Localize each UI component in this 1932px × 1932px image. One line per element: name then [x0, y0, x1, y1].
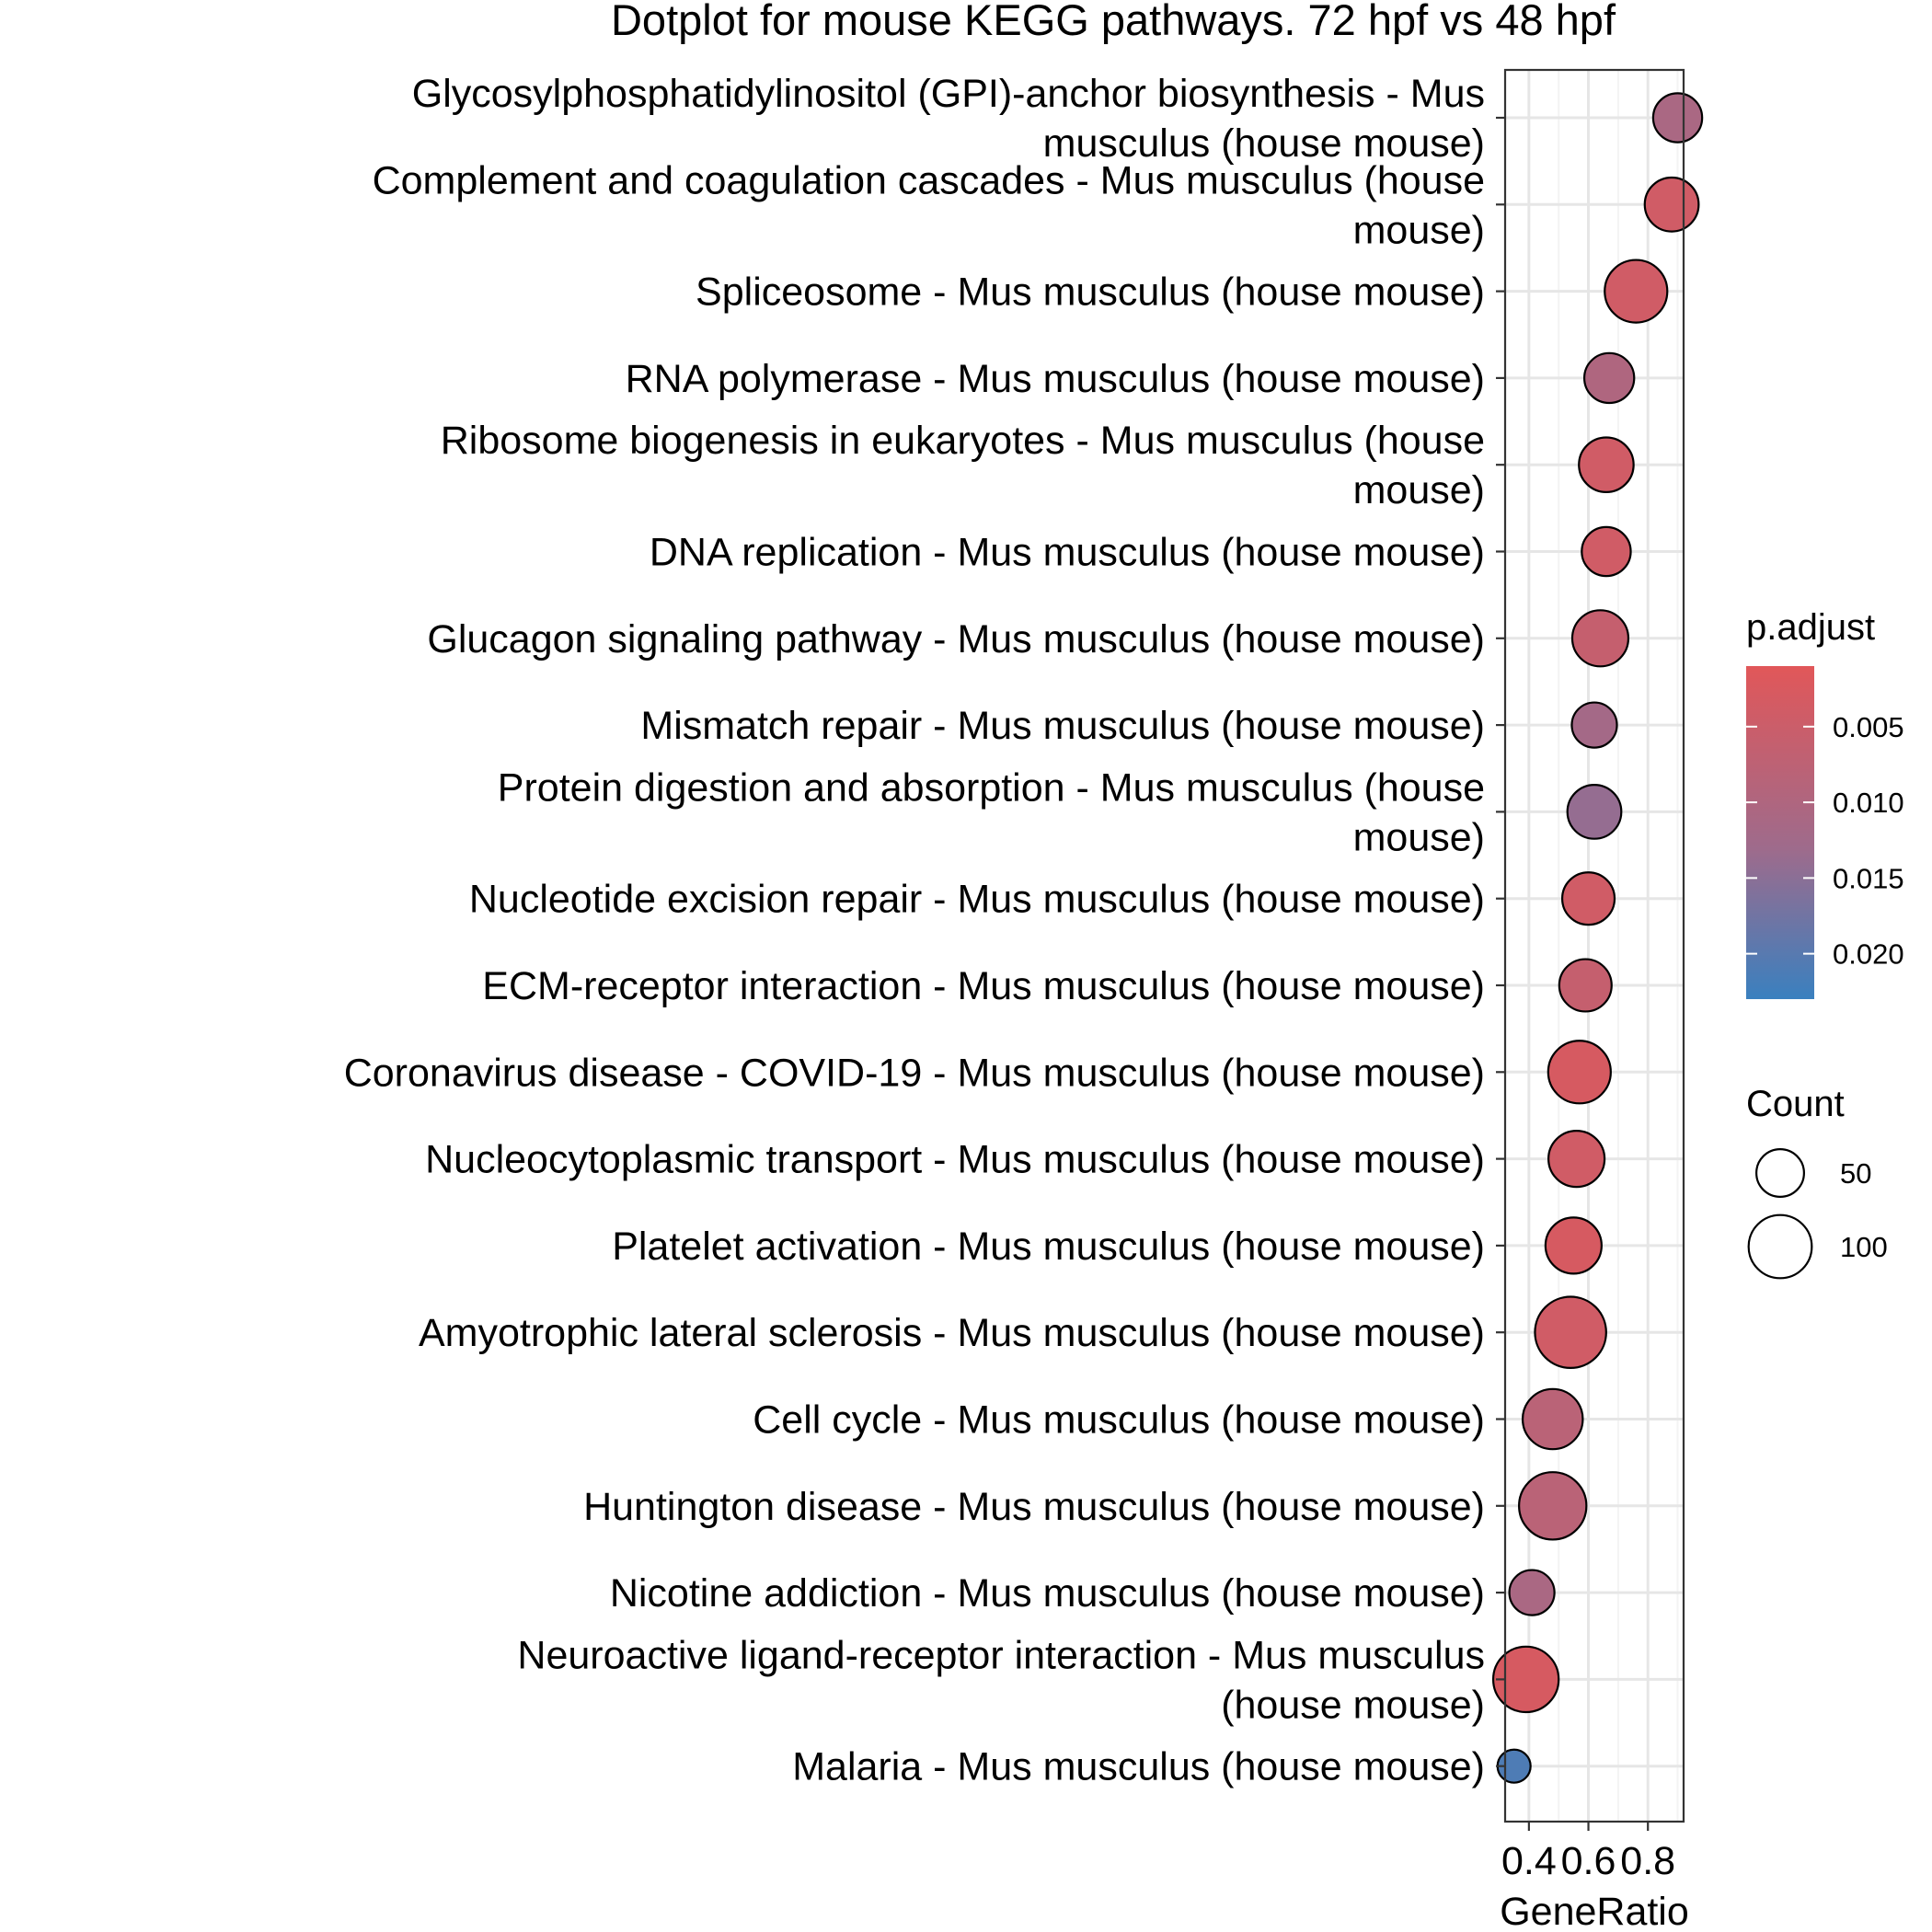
size-legend: Count 50 100	[1746, 1084, 1888, 1280]
y-tick-label: Huntington disease - Mus musculus (house…	[583, 1485, 1485, 1529]
y-tick-label: Complement and coagulation cascades - Mu…	[373, 158, 1485, 202]
x-tick-label: 0.8	[1620, 1839, 1675, 1883]
y-tick-label: Coronavirus disease - COVID-19 - Mus mus…	[344, 1051, 1485, 1095]
y-tick-label: Protein digestion and absorption - Mus m…	[498, 765, 1485, 810]
y-tick-label: mouse)	[1353, 208, 1485, 252]
x-axis-title: GeneRatio	[1500, 1890, 1689, 1932]
y-tick-label: Ribosome biogenesis in eukaryotes - Mus …	[441, 419, 1485, 463]
data-point	[1558, 958, 1613, 1013]
chart-title: Dotplot for mouse KEGG pathways. 72 hpf …	[611, 0, 1616, 44]
y-tick-label: Nucleotide excision repair - Mus musculu…	[469, 878, 1485, 922]
y-tick-label: ECM-receptor interaction - Mus musculus …	[482, 964, 1485, 1008]
data-point	[1643, 176, 1700, 233]
panel-border	[1503, 68, 1685, 1823]
y-tick-label: Glycosylphosphatidylinositol (GPI)-ancho…	[412, 72, 1485, 116]
size-legend-circle	[1755, 1148, 1805, 1198]
y-tick-label: Cell cycle - Mus musculus (house mouse)	[753, 1398, 1485, 1443]
color-legend-ticks: 0.005 0.010 0.015 0.020	[1746, 711, 1904, 971]
data-point	[1578, 436, 1635, 494]
data-point	[1534, 1295, 1607, 1369]
data-point	[1547, 1130, 1606, 1189]
y-tick-label: Amyotrophic lateral sclerosis - Mus musc…	[419, 1311, 1485, 1355]
data-point	[1566, 783, 1623, 840]
data-point	[1651, 92, 1704, 144]
y-tick-label: Spliceosome - Mus musculus (house mouse)	[696, 270, 1485, 315]
y-tick-label: Nucleocytoplasmic transport - Mus muscul…	[425, 1138, 1485, 1182]
y-tick-label: RNA polymerase - Mus musculus (house mou…	[626, 357, 1485, 401]
y-tick-label: Glucagon signaling pathway - Mus musculu…	[427, 617, 1485, 661]
size-legend-label: 50	[1840, 1157, 1871, 1190]
data-points	[1491, 92, 1704, 1784]
y-tick-label: DNA replication - Mus musculus (house mo…	[650, 531, 1485, 575]
color-legend: p.adjust 0.005 0.010 0.015 0.020	[1746, 607, 1904, 999]
y-tick-label: musculus (house mouse)	[1043, 121, 1485, 166]
x-tick-label: 0.6	[1561, 1839, 1616, 1883]
data-point	[1518, 1471, 1588, 1541]
y-tick-label: Neuroactive ligand-receptor interaction …	[517, 1633, 1485, 1677]
data-point	[1604, 259, 1669, 324]
color-bar	[1746, 666, 1814, 999]
data-point	[1570, 609, 1630, 668]
data-point	[1521, 1387, 1584, 1451]
y-tick-label: mouse)	[1353, 815, 1485, 859]
size-legend-circle	[1747, 1213, 1813, 1280]
size-legend-title: Count	[1746, 1084, 1845, 1124]
size-legend-label: 100	[1840, 1231, 1888, 1263]
y-axis: Glycosylphosphatidylinositol (GPI)-ancho…	[344, 72, 1505, 1789]
color-tick-label: 0.015	[1833, 862, 1904, 894]
data-point	[1491, 1645, 1560, 1714]
y-tick-label: Mismatch repair - Mus musculus (house mo…	[640, 704, 1485, 748]
y-tick-label: Malaria - Mus musculus (house mouse)	[792, 1745, 1485, 1789]
data-point	[1581, 525, 1632, 578]
color-tick-label: 0.020	[1833, 938, 1904, 971]
color-tick-label: 0.010	[1833, 787, 1904, 819]
data-point	[1560, 871, 1616, 926]
color-legend-title: p.adjust	[1746, 607, 1875, 648]
panel-background	[1505, 70, 1684, 1822]
data-point	[1544, 1216, 1603, 1275]
data-point	[1570, 701, 1618, 749]
plot-panel	[1505, 70, 1684, 1822]
data-point	[1547, 1040, 1612, 1105]
x-axis: 0.4 0.6 0.8	[1501, 1822, 1675, 1883]
y-tick-label: (house mouse)	[1221, 1683, 1485, 1727]
y-tick-label: Nicotine addiction - Mus musculus (house…	[610, 1571, 1485, 1616]
data-point	[1508, 1569, 1556, 1616]
x-tick-label: 0.4	[1501, 1839, 1557, 1883]
data-point	[1582, 351, 1636, 405]
size-legend-items: 50 100	[1747, 1148, 1888, 1280]
color-tick-label: 0.005	[1833, 711, 1904, 743]
y-tick-label: Platelet activation - Mus musculus (hous…	[612, 1225, 1485, 1269]
y-tick-label: mouse)	[1353, 468, 1485, 512]
